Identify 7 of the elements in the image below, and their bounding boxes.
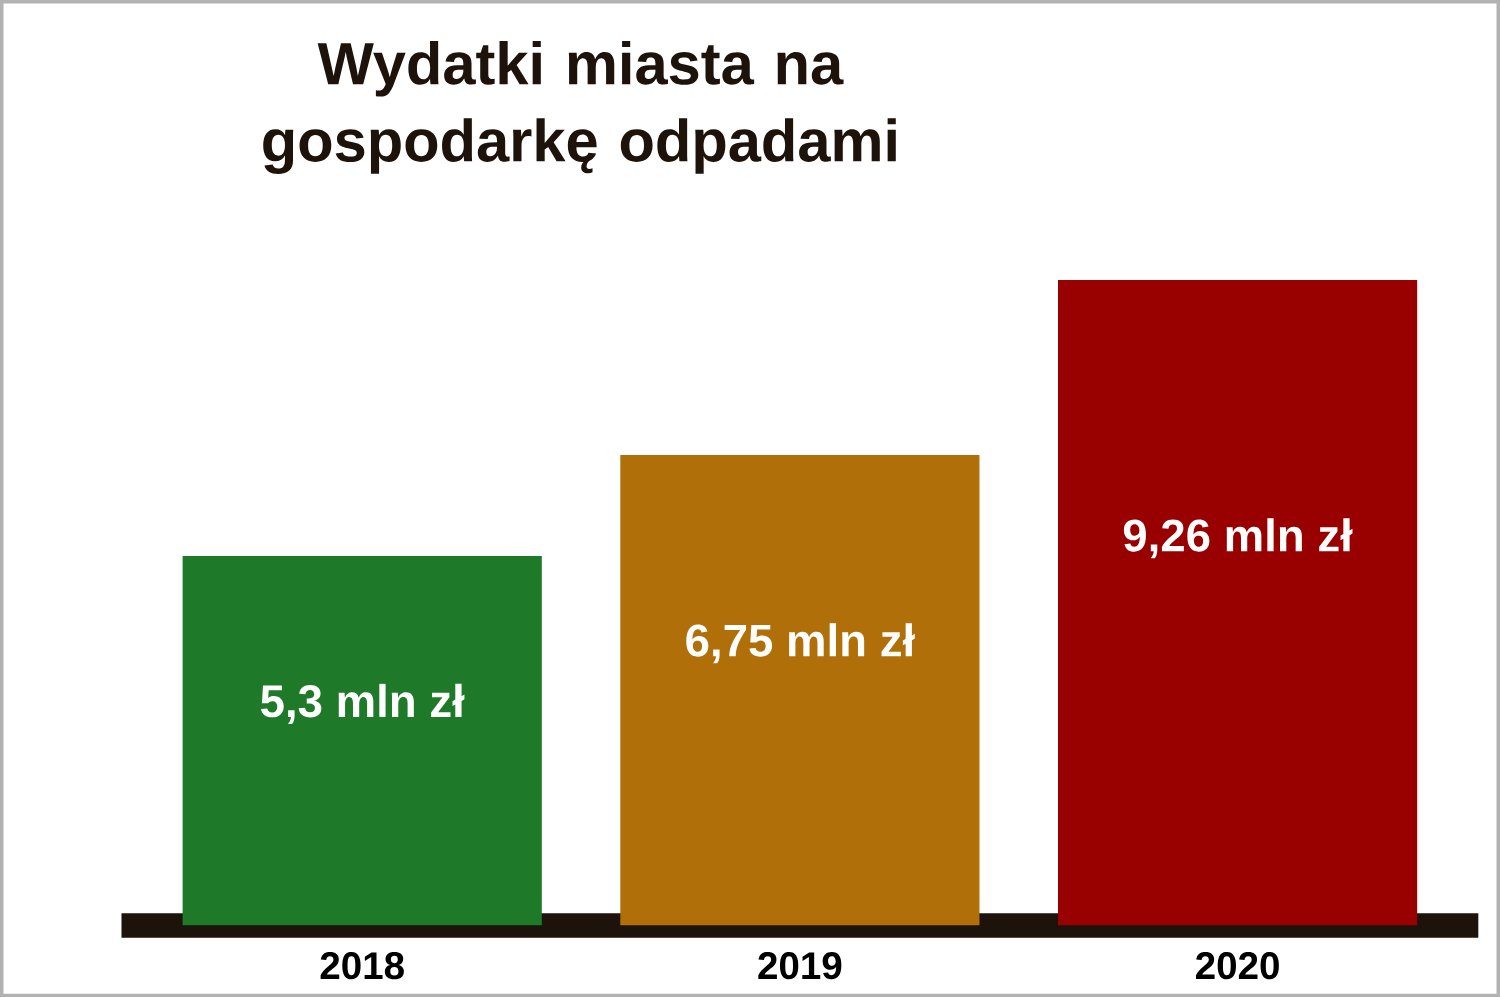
x-tick-label: 2019 [758, 951, 842, 980]
data-label: 9,26 mln zł [1123, 518, 1353, 559]
data-label: 6,75 mln zł [686, 623, 915, 664]
data-label: 5,3 mln zł [261, 683, 465, 724]
chart-title: Wydatki miasta na gospodarkę odpadami [263, 40, 896, 174]
x-tick-label: 2018 [320, 951, 404, 980]
x-tick-label: 2020 [1196, 951, 1279, 980]
